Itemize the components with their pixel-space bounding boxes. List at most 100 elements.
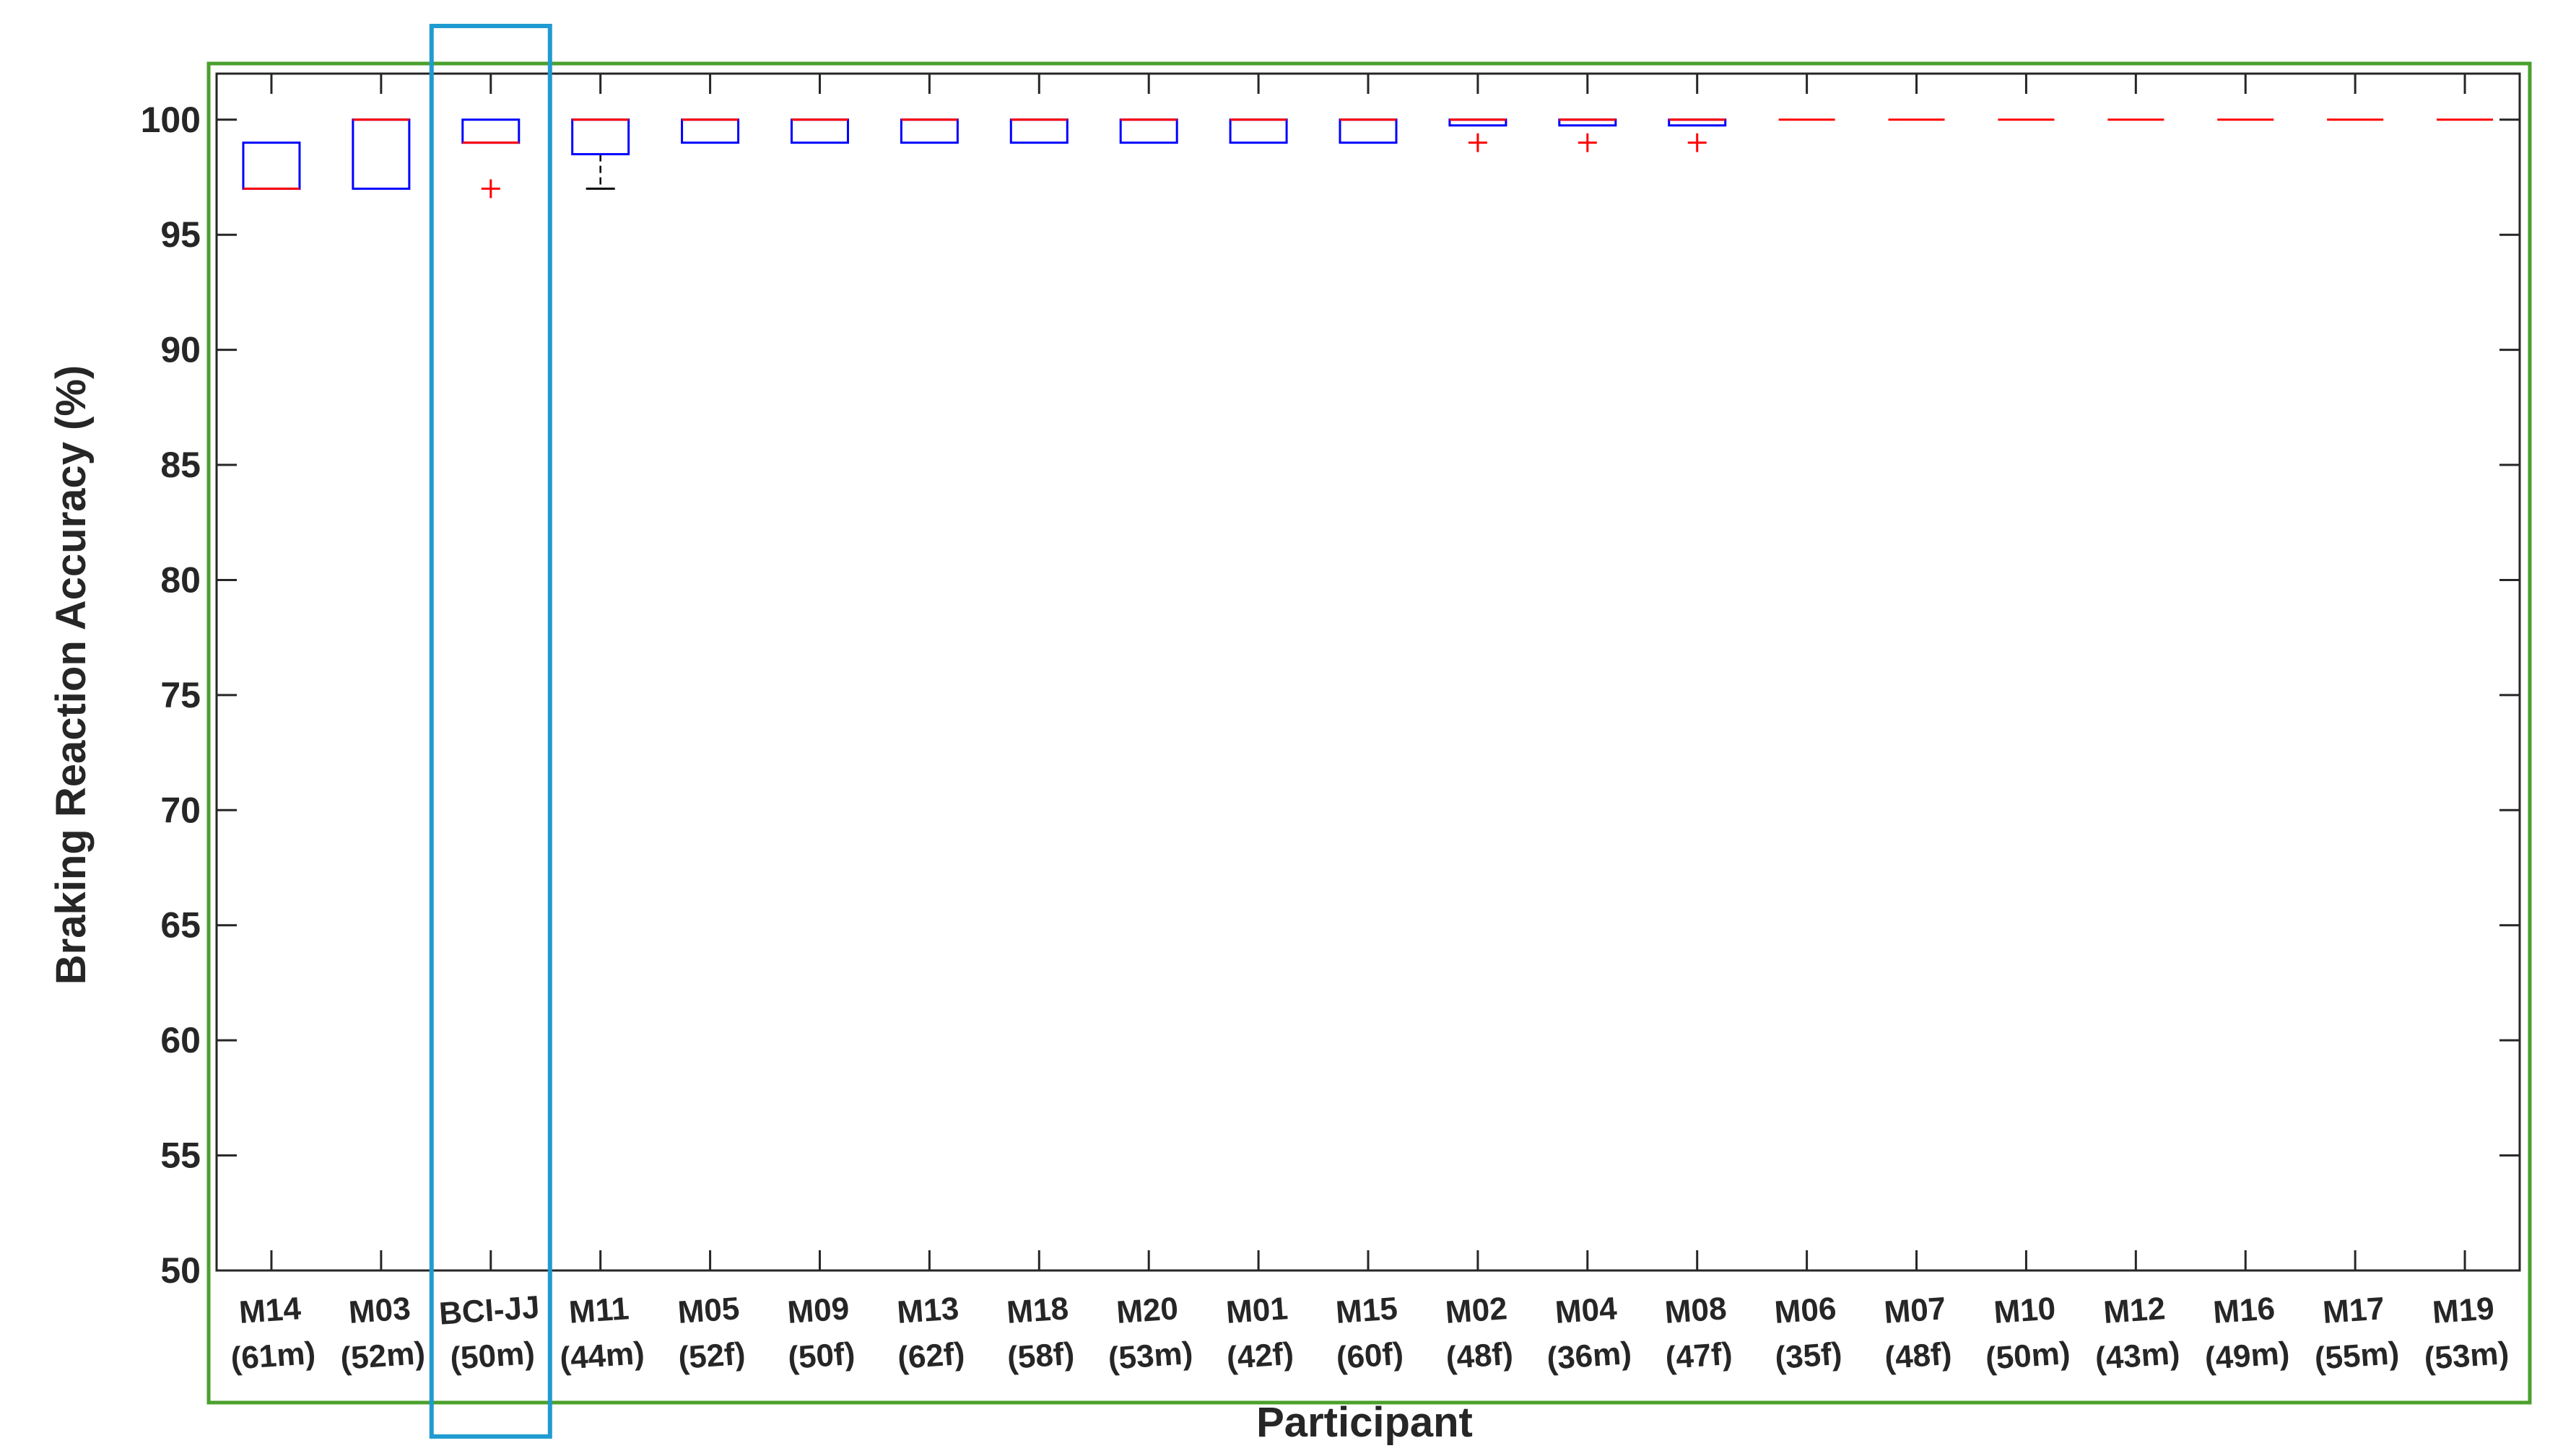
box-M14 (242, 141, 301, 190)
x-tick-label-sub: (43m) (2094, 1335, 2181, 1377)
y-tick-label: 70 (160, 790, 201, 830)
x-tick-label-id: M10 (1993, 1291, 2057, 1330)
x-tick-label-sub: (44m) (559, 1335, 646, 1377)
x-tick-label-id: M02 (1444, 1291, 1508, 1330)
outlier-marker (1468, 133, 1487, 152)
x-tick-label-M12: M12 (43m) (2094, 1291, 2181, 1377)
x-tick-label-sub: (61m) (230, 1335, 317, 1377)
x-tick-label-M11: M11 (44m) (559, 1291, 646, 1377)
x-tick-label-M07: M07 (48f) (1883, 1291, 1953, 1376)
box-M09 (790, 118, 849, 144)
x-axis-title: Participant (1256, 1399, 1473, 1446)
x-tick-label-sub: (52f) (677, 1336, 747, 1376)
box-body (1119, 118, 1178, 144)
x-tick-label-M14: M14 (61m) (230, 1291, 317, 1377)
y-axis: 50 55 60 65 70 75 80 85 90 95 100 (141, 100, 2520, 1291)
y-tick-label: 80 (160, 559, 201, 600)
outlier-marker (1687, 133, 1707, 152)
y-tick-label: 75 (160, 675, 201, 715)
box-body (1009, 118, 1069, 144)
x-tick-label-M18: M18 (58f) (1006, 1291, 1076, 1376)
y-tick-label: 55 (160, 1135, 201, 1176)
box-M20 (1119, 118, 1178, 144)
x-tick-label-id: M01 (1225, 1291, 1289, 1330)
outlier-marker (1578, 133, 1597, 152)
box-BCI-JJ (461, 118, 521, 199)
y-tick-label: 50 (160, 1250, 201, 1291)
x-tick-label-sub: (42f) (1225, 1336, 1294, 1376)
x-tick-label-id: M14 (238, 1291, 302, 1330)
x-tick-label-id: M19 (2432, 1291, 2496, 1330)
plot-area (215, 72, 2521, 1272)
x-tick-label-M08: M08 (47f) (1663, 1291, 1733, 1376)
box-M04 (1558, 118, 1617, 152)
x-tick-label-sub: (35f) (1774, 1336, 1843, 1376)
y-tick-label: 90 (160, 330, 201, 370)
plot-frame (215, 72, 2521, 1272)
x-tick-label-sub: (53m) (1107, 1335, 1194, 1377)
x-tick-label-sub: (47f) (1664, 1336, 1733, 1376)
box-M11 (571, 118, 630, 190)
x-tick-label-id: M06 (1773, 1291, 1837, 1330)
x-tick-label-M05: M05 (52f) (676, 1291, 747, 1376)
x-tick-label-id: M09 (786, 1291, 850, 1330)
x-tick-label-id: M17 (2322, 1291, 2386, 1330)
x-tick-label-M10: M10 (50m) (1985, 1291, 2072, 1377)
x-tick-label-M09: M09 (50f) (786, 1291, 856, 1376)
box-M01 (1229, 118, 1288, 144)
x-tick-label-id: M07 (1883, 1291, 1947, 1330)
x-axis: M14 (61m) M03 (52m) BCI-JJ(50m) M11 (44m) M05 (5… (230, 74, 2510, 1377)
x-tick-label-id: M11 (567, 1291, 630, 1330)
box-body (681, 118, 740, 144)
x-tick-label-M13: M13 (62f) (896, 1291, 966, 1376)
box-body (1339, 118, 1398, 144)
x-tick-label-M16: M16 (49m) (2203, 1291, 2291, 1377)
x-tick-label-id: M12 (2102, 1291, 2167, 1330)
x-tick-label-id: M03 (347, 1291, 412, 1330)
box-body (352, 118, 411, 190)
box-M18 (1009, 118, 1069, 144)
outer-highlight-frame (206, 61, 2532, 1405)
x-tick-label-id: M04 (1554, 1291, 1618, 1330)
x-tick-label-BCI-JJ: BCI-JJ(50m) (438, 1289, 540, 1377)
y-tick-label: 65 (160, 905, 201, 946)
y-tick-label: 95 (160, 214, 201, 255)
x-tick-label-sub: (58f) (1006, 1336, 1076, 1376)
box-body (571, 118, 630, 156)
box-M05 (681, 118, 740, 144)
x-tick-label-sub: (49m) (2203, 1335, 2291, 1377)
outlier-marker (481, 179, 500, 199)
y-tick-label: 85 (160, 445, 201, 485)
x-tick-label-id: M05 (676, 1291, 741, 1330)
box-body (461, 118, 521, 144)
x-tick-label-M17: M17 (55m) (2313, 1291, 2401, 1377)
x-tick-label-M15: M15 (60f) (1335, 1291, 1405, 1376)
box-M15 (1339, 118, 1398, 144)
x-tick-label-id: M13 (896, 1291, 960, 1330)
box-M13 (900, 118, 959, 144)
x-tick-label-M01: M01 (42f) (1225, 1291, 1295, 1376)
y-axis-title: Braking Reaction Accuracy (%) (48, 365, 95, 985)
box-M08 (1668, 118, 1727, 152)
box-M02 (1448, 118, 1507, 152)
x-tick-label-M06: M06 (35f) (1773, 1291, 1843, 1376)
box-M03 (352, 118, 411, 190)
x-tick-label-id: M08 (1663, 1291, 1728, 1330)
x-tick-label-sub: (52m) (339, 1335, 427, 1377)
x-tick-label-sub: (60f) (1335, 1336, 1404, 1376)
highlighted-category-frame (429, 24, 552, 1439)
y-tick-label: 100 (141, 100, 201, 140)
x-tick-label-id: M20 (1115, 1291, 1180, 1330)
x-tick-label-sub: (50m) (1985, 1335, 2072, 1377)
box-body (900, 118, 959, 144)
boxes-layer (242, 118, 2494, 199)
box-body (790, 118, 849, 144)
x-tick-label-sub: (55m) (2313, 1335, 2401, 1377)
x-tick-label-sub: (36m) (1546, 1335, 1633, 1377)
x-tick-label-sub: (53m) (2423, 1335, 2510, 1377)
x-tick-label-M02: M02 (48f) (1444, 1291, 1514, 1376)
box-body (1229, 118, 1288, 144)
x-tick-label-sub: (48f) (1884, 1336, 1953, 1376)
annotation-frames (206, 24, 2532, 1439)
